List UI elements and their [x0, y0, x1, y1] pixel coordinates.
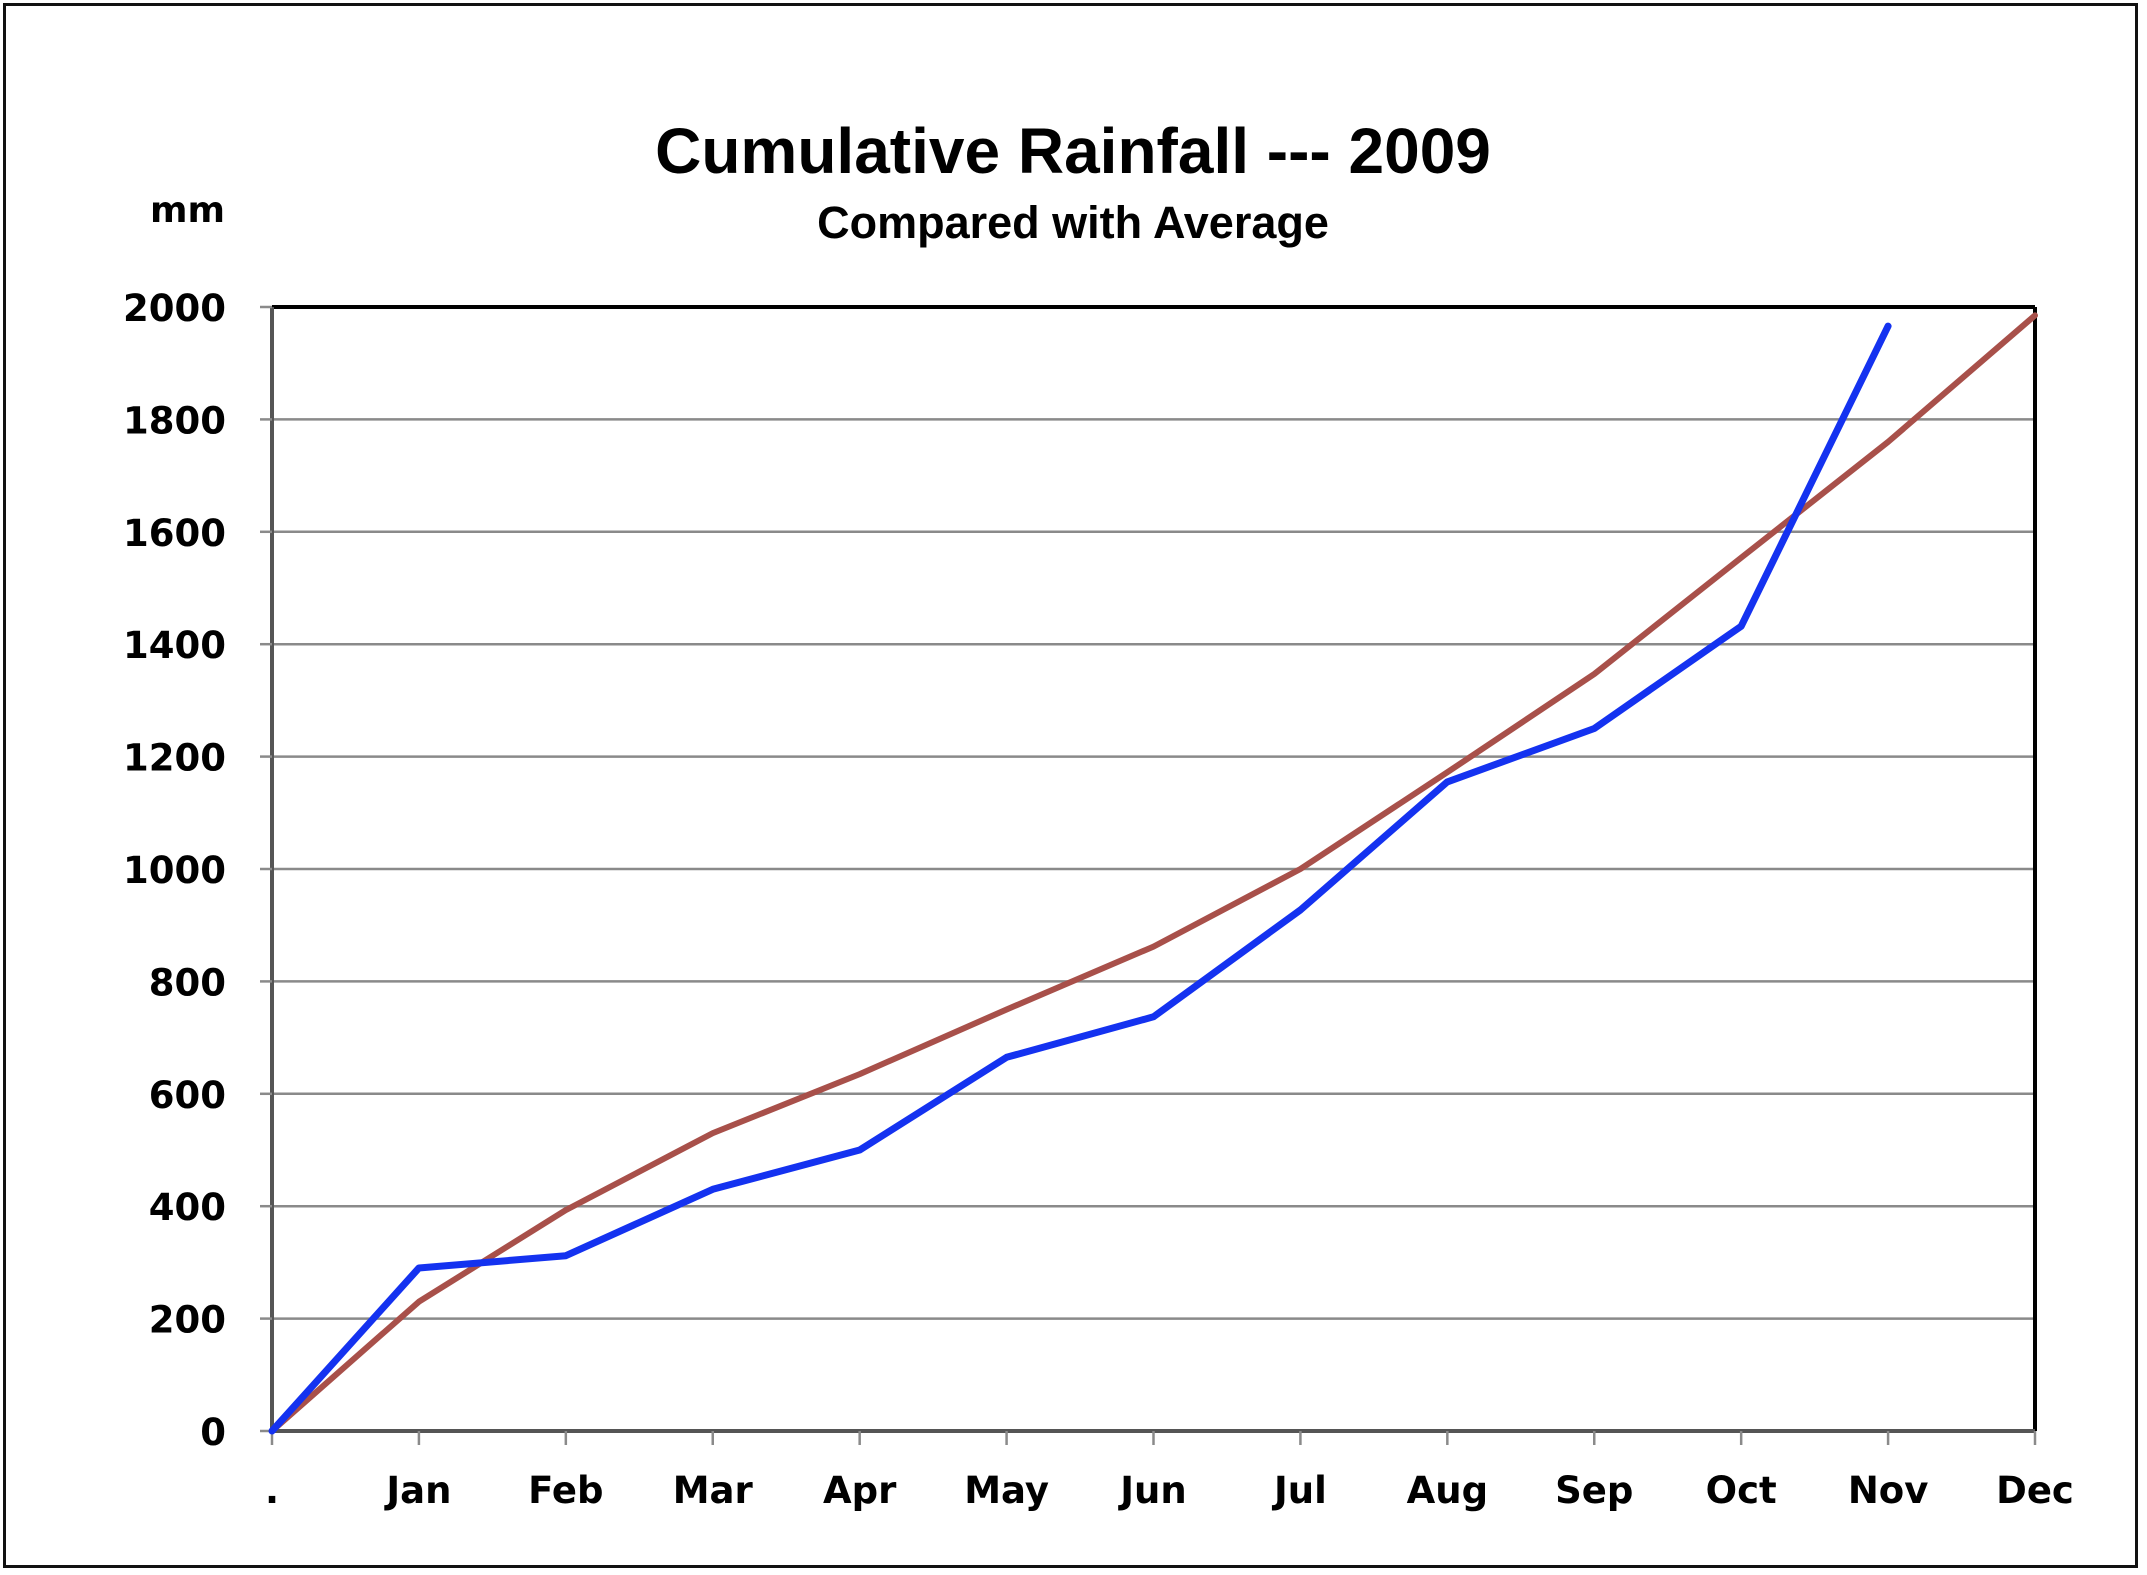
series-line-2009: [268, 322, 1892, 1435]
x-axis-ticks: . Jan Feb Mar Apr May Jun Jul Aug Sep Oct Nov Dec: [265, 1431, 2074, 1512]
x-tick-label: May: [964, 1469, 1049, 1512]
x-tick-label: Aug: [1407, 1469, 1488, 1512]
chart-title: Cumulative Rainfall --- 2009: [655, 115, 1491, 187]
series-lines: [268, 312, 2038, 1435]
gridlines: [272, 418, 2035, 1320]
x-tick-label: Nov: [1848, 1469, 1929, 1512]
x-tick-label: Jun: [1117, 1469, 1186, 1512]
x-tick-label: Feb: [528, 1469, 603, 1512]
y-tick-label: 200: [149, 1299, 226, 1342]
y-tick-label: 1400: [123, 624, 226, 667]
y-tick-label: 1000: [123, 849, 226, 892]
x-tick-label: Dec: [1996, 1469, 2074, 1512]
x-tick-label: Jan: [383, 1469, 451, 1512]
y-axis-unit-label: mm: [150, 190, 225, 231]
x-tick-label: Jul: [1271, 1469, 1327, 1512]
x-tick-label: Sep: [1555, 1469, 1633, 1512]
y-tick-label: 1600: [123, 512, 226, 555]
chart-frame: [3, 3, 2138, 1568]
y-tick-label: 1800: [123, 399, 226, 442]
x-tick-label: Oct: [1706, 1469, 1777, 1512]
x-tick-label: Mar: [673, 1469, 754, 1512]
x-tick-label: .: [265, 1469, 279, 1512]
y-tick-label: 0: [200, 1411, 226, 1454]
y-tick-label: 1200: [123, 737, 226, 780]
y-tick-label: 800: [149, 961, 226, 1004]
chart-subtitle: Compared with Average: [817, 197, 1329, 248]
y-tick-label: 600: [149, 1074, 226, 1117]
series-line-average: [269, 312, 2038, 1434]
y-tick-label: 2000: [123, 287, 226, 330]
x-tick-label: Apr: [823, 1469, 897, 1512]
y-axis-ticks: 0 200 400 600 800 1000 1200 1400 1600 1800 2000: [123, 287, 272, 1454]
y-tick-label: 400: [149, 1186, 226, 1229]
